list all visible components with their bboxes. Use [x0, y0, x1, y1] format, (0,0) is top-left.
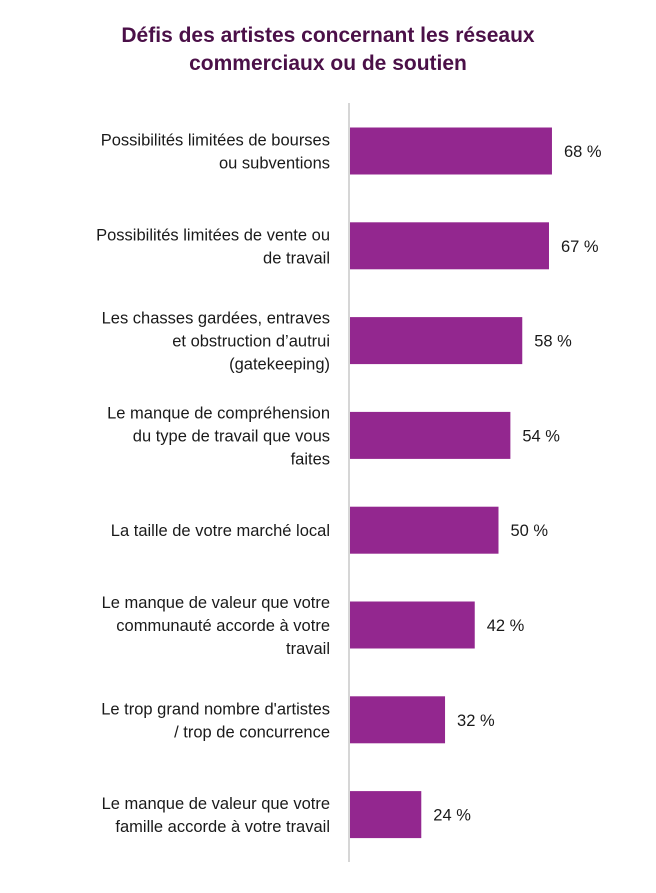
bar-6	[350, 601, 475, 649]
bar-4	[350, 411, 511, 459]
bar-value-label-2: 67 %	[561, 238, 599, 256]
category-label-6-line-3: travail	[286, 640, 330, 658]
bar-value-label-6: 42 %	[487, 617, 525, 635]
category-label-6-line-2: communauté accorde à votre	[116, 617, 330, 635]
bar-value-label-5: 50 %	[511, 522, 549, 540]
category-label-4-line-1: Le manque de compréhension	[107, 404, 330, 422]
bar-value-label-4: 54 %	[522, 427, 560, 445]
category-label-1-line-1: Possibilités limitées de bourses	[101, 132, 330, 150]
chart-title: Défis des artistes concernant les réseau…	[0, 22, 656, 78]
bar-5	[350, 506, 499, 554]
bar-3	[350, 317, 523, 365]
bar-value-label-1: 68 %	[564, 143, 602, 161]
bar-1	[350, 127, 552, 175]
bar-value-label-3: 58 %	[534, 333, 572, 351]
category-label-1-line-2: ou subventions	[219, 155, 330, 173]
category-label-4-line-2: du type de travail que vous	[133, 427, 330, 445]
bar-8	[350, 791, 422, 839]
chart-title-line-1: Défis des artistes concernant les réseau…	[121, 24, 535, 47]
bar-value-label-7: 32 %	[457, 712, 495, 730]
category-label-3-line-3: (gatekeeping)	[229, 356, 330, 374]
category-label-4-line-3: faites	[291, 450, 330, 468]
category-label-7-line-1: Le trop grand nombre d'artistes	[101, 700, 330, 718]
category-label-8-line-1: Le manque de valeur que votre	[102, 795, 330, 813]
category-label-2-line-2: de travail	[263, 249, 330, 267]
category-label-8-line-2: famille accorde à votre travail	[115, 818, 330, 836]
chart-title-line-2: commerciaux ou de soutien	[189, 52, 467, 75]
category-label-3-line-2: et obstruction d’autrui	[172, 333, 330, 351]
bar-7	[350, 696, 446, 744]
category-label-3-line-1: Les chasses gardées, entraves	[102, 310, 330, 328]
bar-2	[350, 222, 549, 270]
bar-value-label-8: 24 %	[433, 807, 471, 825]
category-label-7-line-2: / trop de concurrence	[174, 723, 330, 741]
category-label-5-line-1: La taille de votre marché local	[111, 522, 330, 540]
category-label-2-line-1: Possibilités limitées de vente ou	[96, 226, 330, 244]
category-label-6-line-1: Le manque de valeur que votre	[102, 594, 330, 612]
